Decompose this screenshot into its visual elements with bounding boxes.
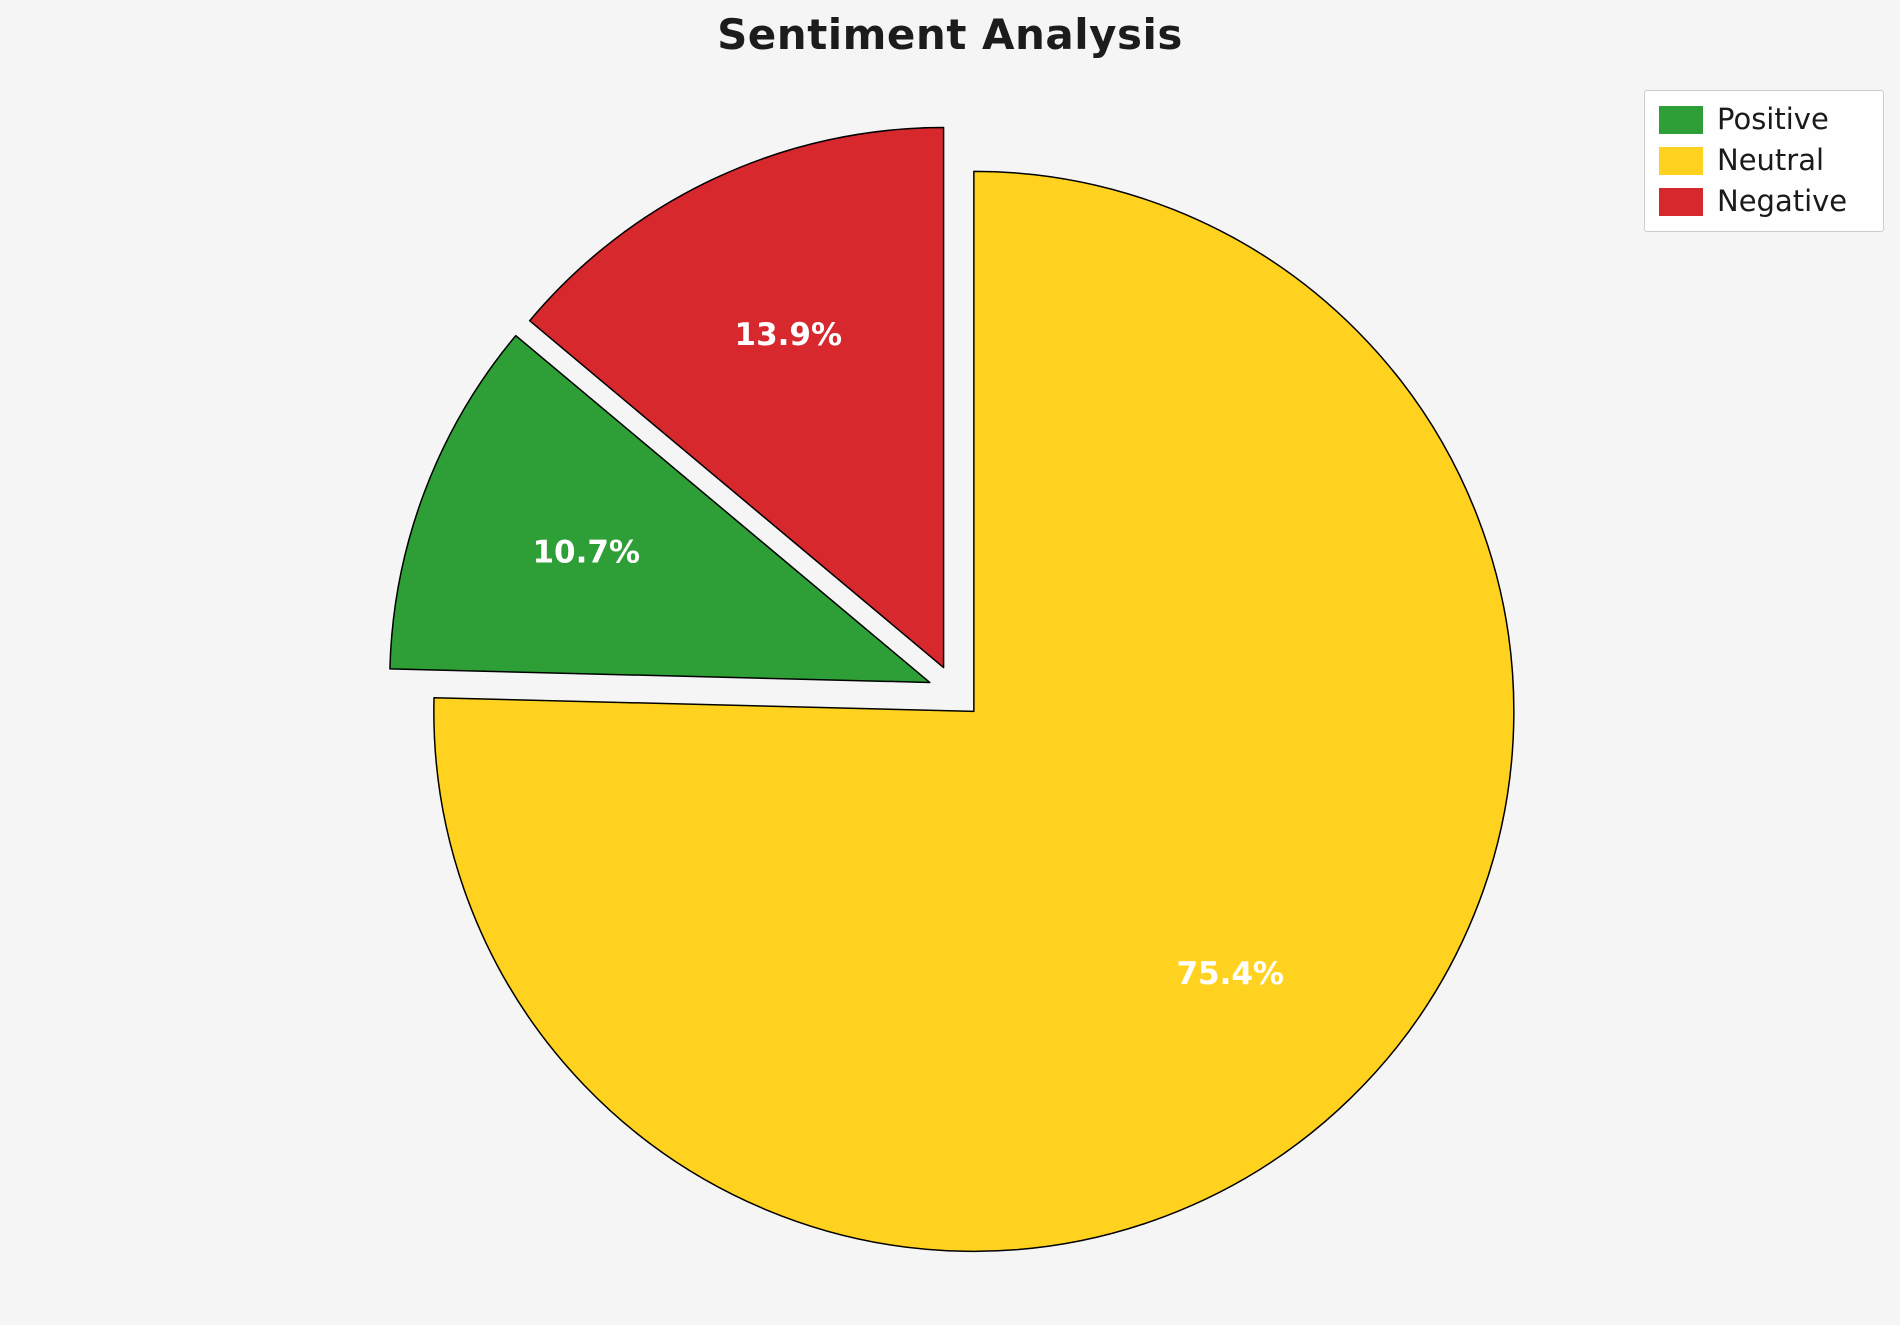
legend-swatch-positive bbox=[1659, 105, 1703, 134]
chart-title: Sentiment Analysis bbox=[717, 10, 1183, 59]
slice-label-negative: 13.9% bbox=[735, 317, 843, 353]
slice-label-neutral: 75.4% bbox=[1176, 956, 1284, 992]
legend-label-neutral: Neutral bbox=[1717, 142, 1825, 177]
legend-label-positive: Positive bbox=[1717, 102, 1829, 136]
legend: Positive Neutral Negative bbox=[1644, 90, 1884, 232]
pie-slice-neutral bbox=[433, 170, 1515, 1253]
pie-slice-negative bbox=[528, 126, 945, 669]
legend-label-negative: Negative bbox=[1717, 183, 1848, 218]
slice-label-positive: 10.7% bbox=[532, 535, 640, 571]
legend-item-positive: Positive bbox=[1659, 102, 1865, 136]
legend-item-negative: Negative bbox=[1659, 183, 1865, 218]
pie-slice-positive bbox=[389, 334, 931, 684]
legend-swatch-negative bbox=[1659, 187, 1703, 216]
legend-item-neutral: Neutral bbox=[1659, 142, 1865, 177]
legend-swatch-neutral bbox=[1659, 146, 1703, 175]
